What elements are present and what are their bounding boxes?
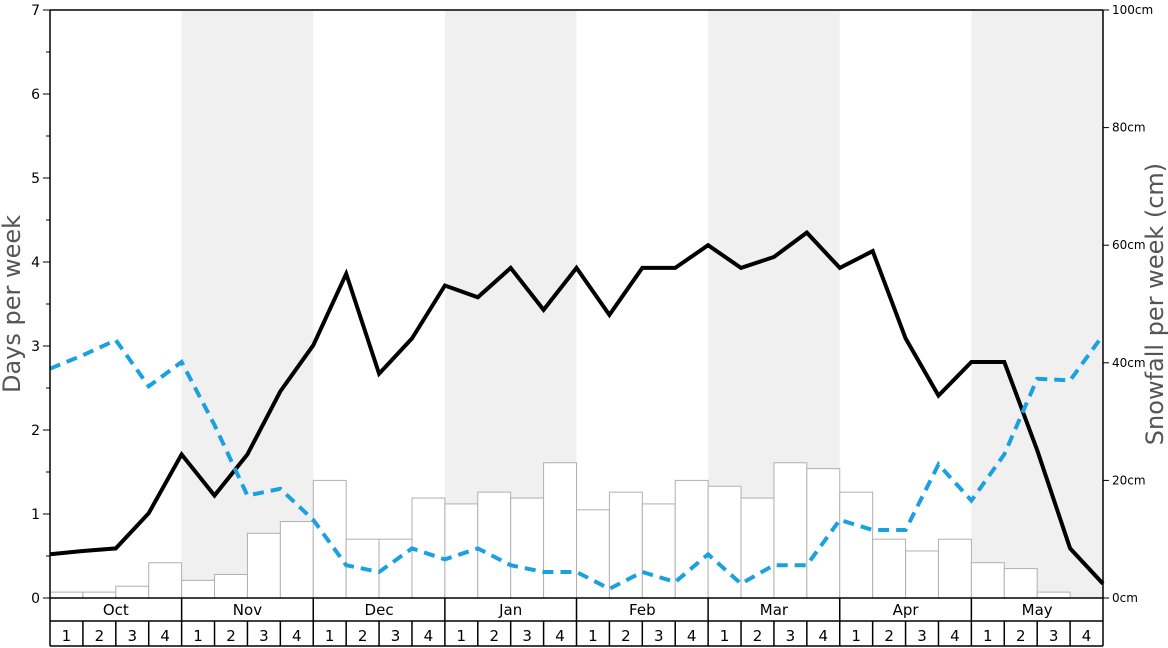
- week-label: 2: [884, 627, 894, 645]
- left-tick-label: 4: [31, 255, 40, 271]
- snowfall-bar: [49, 591, 84, 599]
- month-shading: [181, 10, 1103, 598]
- week-label: 4: [819, 627, 829, 645]
- week-label: 1: [720, 627, 730, 645]
- right-tick-label: 0cm: [1112, 591, 1138, 605]
- snowfall-bar: [279, 521, 314, 599]
- left-axis-title: Days per week: [0, 215, 26, 393]
- snowfall-bar: [181, 579, 216, 599]
- week-label: 4: [160, 627, 170, 645]
- dashed-line: [49, 333, 1105, 592]
- week-label: 2: [621, 627, 631, 645]
- snowfall-bar: [806, 468, 841, 599]
- left-tick-label: 3: [31, 339, 40, 355]
- left-axis-ticks: 0 1 2 3 4 5 6 7: [31, 3, 50, 607]
- snowfall-bar: [148, 562, 183, 599]
- week-label: 2: [489, 627, 499, 645]
- snowfall-bar: [510, 497, 545, 599]
- week-label: 2: [1016, 627, 1026, 645]
- snowfall-bar: [839, 491, 874, 599]
- month-label: Mar: [760, 601, 789, 619]
- snowfall-bar: [641, 503, 676, 599]
- snowfall-bar: [905, 550, 939, 599]
- week-label: 1: [983, 627, 993, 645]
- month-label: Nov: [233, 601, 262, 619]
- week-label: 1: [62, 627, 72, 645]
- week-label: 1: [588, 627, 598, 645]
- snowfall-bar: [1003, 568, 1038, 599]
- week-label: 4: [555, 627, 565, 645]
- week-label: 4: [424, 627, 434, 645]
- snowfall-bar: [115, 585, 150, 599]
- snowfall-bar: [937, 538, 972, 599]
- month-label: Dec: [365, 601, 394, 619]
- week-label: 3: [654, 627, 664, 645]
- right-tick-label: 20cm: [1112, 473, 1146, 487]
- solid-line: [49, 229, 1105, 586]
- month-label: Apr: [893, 601, 920, 619]
- month-label: Oct: [103, 601, 129, 619]
- week-label: 1: [193, 627, 203, 645]
- right-tick-label: 40cm: [1112, 356, 1146, 370]
- month-label: May: [1022, 601, 1053, 619]
- week-label: 3: [1049, 627, 1059, 645]
- right-axis-ticks: 0cm 20cm 40cm 60cm 80cm 100cm: [1103, 3, 1153, 605]
- week-label: 3: [127, 627, 137, 645]
- month-shade: [971, 10, 1103, 598]
- snowfall-bar: [444, 503, 479, 599]
- left-tick-label: 0: [31, 591, 40, 607]
- week-label: 4: [950, 627, 960, 645]
- week-label: 1: [457, 627, 467, 645]
- snowfall-bar: [970, 562, 1005, 599]
- left-tick-label: 5: [31, 171, 40, 187]
- snowfall-bar: [872, 538, 907, 599]
- week-label: 4: [292, 627, 302, 645]
- right-tick-label: 60cm: [1112, 238, 1146, 252]
- snowfall-bar: [543, 462, 577, 599]
- snowfall-bar: [608, 491, 643, 599]
- snowfall-bar: [246, 532, 281, 599]
- right-tick-label: 80cm: [1112, 121, 1146, 135]
- snowfall-bar: [576, 509, 610, 599]
- month-shade: [181, 10, 314, 598]
- right-tick-label: 100cm: [1112, 3, 1153, 17]
- left-tick-label: 6: [31, 87, 40, 103]
- week-label: 3: [391, 627, 401, 645]
- week-label: 3: [786, 627, 796, 645]
- week-label: 1: [325, 627, 335, 645]
- month-label: Jan: [498, 601, 522, 619]
- week-label: 2: [95, 627, 105, 645]
- snowfall-bar: [477, 491, 512, 599]
- snowfall-bar: [1036, 591, 1071, 599]
- week-label: 3: [259, 627, 269, 645]
- month-label: Feb: [629, 601, 656, 619]
- left-tick-label: 2: [31, 423, 40, 439]
- week-label: 2: [226, 627, 236, 645]
- snowfall-bars: [49, 462, 1071, 599]
- week-label: 2: [753, 627, 763, 645]
- week-label: 4: [1082, 627, 1092, 645]
- snowfall-bar: [214, 573, 248, 599]
- left-tick-label: 7: [31, 3, 40, 19]
- week-label: 4: [687, 627, 697, 645]
- week-label: 3: [522, 627, 532, 645]
- week-label: 1: [851, 627, 861, 645]
- snowfall-bar: [773, 462, 808, 599]
- left-tick-label: 1: [31, 507, 40, 523]
- week-axis: Oct 1 2 3 4 Nov 1 2 3 4 Dec 1 2 3 4 Jan 1 2 3 4 Feb 1 2 3 4 Mar 1 2…: [49, 597, 1104, 647]
- snowfall-bar: [82, 591, 117, 599]
- right-axis-title: Snowfall per week (cm): [1141, 163, 1168, 445]
- week-label: 3: [917, 627, 927, 645]
- week-label: 2: [358, 627, 368, 645]
- day-lines: [49, 229, 1105, 592]
